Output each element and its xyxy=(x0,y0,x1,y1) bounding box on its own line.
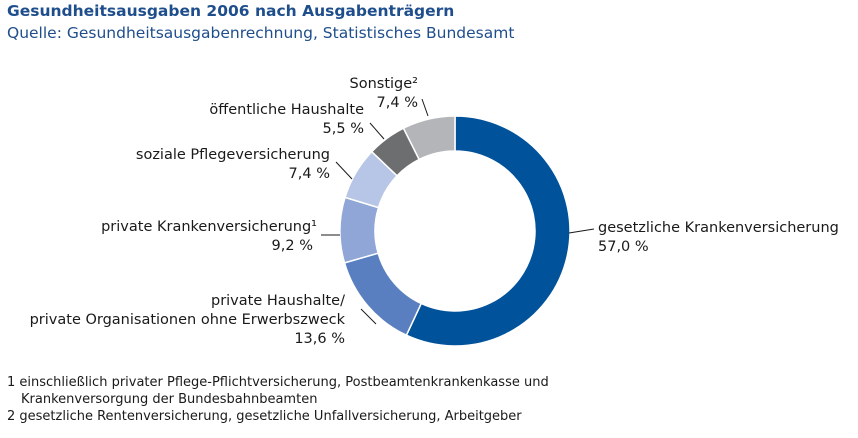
footnote-1-line-2: Krankenversorgung der Bundesbahnbeamten xyxy=(21,392,318,407)
slice-value-6: 7,4 % xyxy=(377,95,418,111)
donut-slice-1 xyxy=(405,115,571,347)
footnote-1-line-1: 1 einschließlich privater Pflege-Pflicht… xyxy=(7,375,549,390)
leader-line-5 xyxy=(369,122,385,140)
slice-label-6: Sonstige² xyxy=(350,76,418,92)
slice-label-2-line-2: private Organisationen ohne Erwerbszweck xyxy=(30,312,346,328)
donut-slice-3 xyxy=(339,196,380,264)
slice-label-5: öffentliche Haushalte xyxy=(209,102,364,118)
leader-line-4 xyxy=(335,161,353,180)
leader-line-1 xyxy=(568,228,595,234)
slice-value-4: 7,4 % xyxy=(289,166,330,182)
slice-label-3: private Krankenversicherung¹ xyxy=(101,219,317,235)
donut-slice-2 xyxy=(343,252,423,337)
slice-value-2: 13,6 % xyxy=(294,331,345,347)
slice-value-1: 57,0 % xyxy=(598,239,649,255)
chart-subtitle: Quelle: Gesundheitsausgabenrechnung, Sta… xyxy=(7,24,515,42)
slice-label-2-line-1: private Haushalte/ xyxy=(211,293,345,309)
slice-value-3: 9,2 % xyxy=(272,238,313,254)
chart-title: Gesundheitsausgaben 2006 nach Ausgabentr… xyxy=(7,2,455,20)
leader-line-2 xyxy=(360,308,377,325)
slice-value-5: 5,5 % xyxy=(323,121,364,137)
leader-line-6 xyxy=(421,98,429,117)
footnote-2: 2 gesetzliche Rentenversicherung, gesetz… xyxy=(7,409,522,424)
donut-slice-6 xyxy=(402,115,456,161)
slice-label-4: soziale Pflegeversicherung xyxy=(136,147,330,163)
donut-chart: gesetzliche Krankenversicherung 57,0 % pri… xyxy=(30,76,839,347)
slice-label-1: gesetzliche Krankenversicherung xyxy=(598,220,839,236)
footnotes: 1 einschließlich privater Pflege-Pflicht… xyxy=(7,374,549,425)
